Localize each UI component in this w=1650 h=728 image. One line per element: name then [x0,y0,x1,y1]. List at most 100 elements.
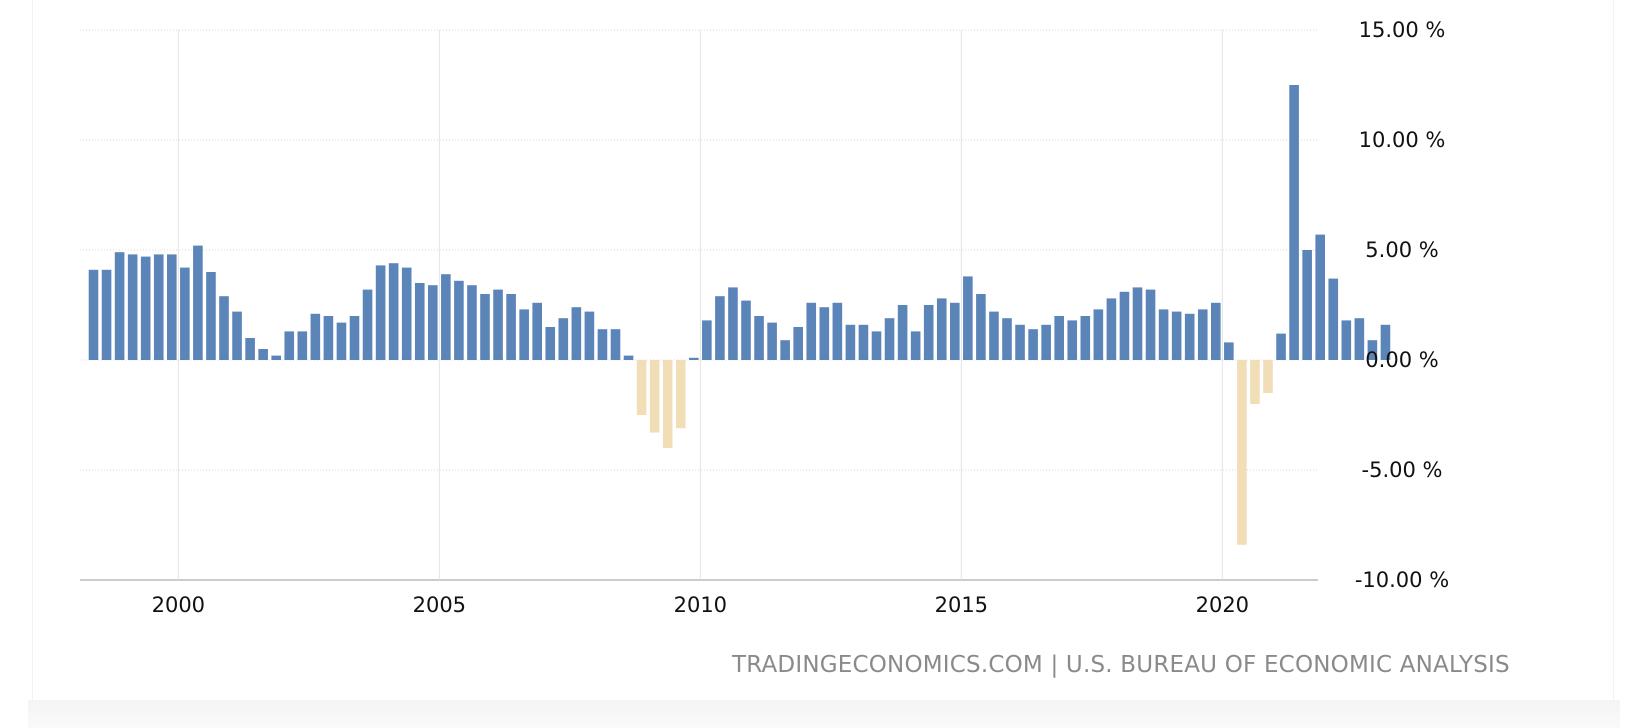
bar[interactable] [636,360,647,415]
bar[interactable] [728,287,738,360]
bar[interactable] [1263,360,1273,393]
bar[interactable] [414,283,425,360]
bar[interactable] [493,289,503,360]
bar[interactable] [1067,320,1078,360]
bar[interactable] [793,327,803,360]
bar[interactable] [767,322,777,360]
bar[interactable] [454,280,464,360]
bar[interactable] [1211,302,1221,360]
bar[interactable] [336,322,347,360]
bar[interactable] [715,296,725,360]
bar[interactable] [1302,250,1312,360]
bar[interactable] [219,296,229,360]
bar[interactable] [936,298,947,360]
bar[interactable] [989,311,999,360]
bar[interactable] [649,360,660,433]
bar[interactable] [206,272,216,360]
bar[interactable] [101,269,112,360]
bar[interactable] [871,331,882,360]
bar[interactable] [1367,340,1378,360]
bar[interactable] [584,311,595,360]
bar[interactable] [441,274,451,360]
bar[interactable] [1171,311,1182,360]
bar[interactable] [1054,316,1064,360]
bar[interactable] [88,269,99,360]
bar[interactable] [1276,333,1286,360]
bar[interactable] [1028,329,1038,360]
bar[interactable] [362,289,373,360]
bar[interactable] [689,357,699,360]
bar[interactable] [858,324,869,360]
bar[interactable] [1197,309,1208,360]
bar[interactable] [623,355,634,360]
bar[interactable] [780,340,790,360]
bar[interactable] [1158,309,1169,360]
bar[interactable] [401,267,412,360]
bar[interactable] [1328,278,1339,360]
bar[interactable] [832,302,843,360]
bar[interactable] [193,245,203,360]
bar[interactable] [1315,234,1325,360]
bar[interactable] [323,316,334,360]
bar[interactable] [114,252,125,360]
bar[interactable] [1106,298,1117,360]
bar[interactable] [1250,360,1260,404]
bar[interactable] [1002,318,1012,360]
bar[interactable] [375,265,386,360]
bar[interactable] [519,309,529,360]
bar[interactable] [245,338,255,360]
bar[interactable] [140,256,151,360]
bar[interactable] [467,285,477,360]
bar[interactable] [1015,324,1025,360]
bar[interactable] [428,285,438,360]
bar[interactable] [845,324,856,360]
bar[interactable] [806,302,817,360]
bar[interactable] [310,313,321,360]
bar[interactable] [545,327,556,360]
bar[interactable] [1041,324,1051,360]
bar[interactable] [180,267,190,360]
bar[interactable] [1080,316,1091,360]
bar[interactable] [297,331,308,360]
bar[interactable] [271,355,281,360]
bar[interactable] [1341,320,1352,360]
bar[interactable] [388,263,399,360]
bar[interactable] [597,329,608,360]
bar[interactable] [1354,318,1365,360]
bar[interactable] [167,254,177,360]
bar[interactable] [1132,287,1143,360]
source-credit[interactable]: TRADINGECONOMICS.COM | U.S. BUREAU OF EC… [732,652,1510,678]
bar[interactable] [571,307,582,360]
bar[interactable] [910,331,921,360]
bar[interactable] [153,254,164,360]
bar[interactable] [884,318,895,360]
bar[interactable] [702,320,712,360]
bar[interactable] [897,305,908,360]
bar[interactable] [258,349,268,360]
bar[interactable] [1289,85,1299,360]
bar[interactable] [127,254,138,360]
bar[interactable] [232,311,242,360]
bar[interactable] [480,294,490,360]
bar[interactable] [754,316,764,360]
bar[interactable] [1237,360,1247,545]
bar[interactable] [662,360,673,448]
bar[interactable] [506,294,516,360]
bar[interactable] [1145,289,1156,360]
bar[interactable] [1119,291,1130,360]
bar[interactable] [819,307,830,360]
bar[interactable] [950,302,960,360]
bar[interactable] [610,329,621,360]
bar[interactable] [349,316,360,360]
bar[interactable] [1380,324,1391,360]
bar[interactable] [741,300,751,360]
bar[interactable] [532,302,542,360]
bar[interactable] [1224,342,1234,360]
bar[interactable] [558,318,569,360]
bar[interactable] [963,276,973,360]
bar[interactable] [1184,313,1195,360]
bar[interactable] [976,294,986,360]
bar[interactable] [675,360,686,429]
bar[interactable] [923,305,934,360]
bar[interactable] [1093,309,1104,360]
